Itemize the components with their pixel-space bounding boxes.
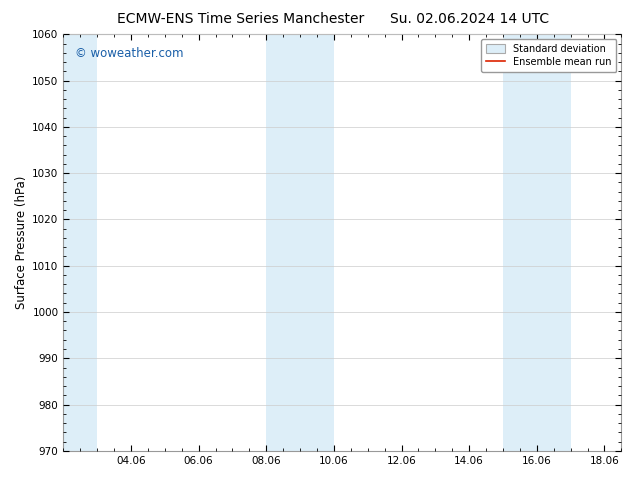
Bar (63, 34, 97, 451)
Bar (266, 34, 334, 451)
Legend: Standard deviation, Ensemble mean run: Standard deviation, Ensemble mean run (481, 39, 616, 72)
Text: © woweather.com: © woweather.com (75, 47, 183, 60)
Bar (503, 34, 571, 451)
Text: Su. 02.06.2024 14 UTC: Su. 02.06.2024 14 UTC (390, 12, 548, 26)
Y-axis label: Surface Pressure (hPa): Surface Pressure (hPa) (15, 176, 28, 309)
Text: ECMW-ENS Time Series Manchester: ECMW-ENS Time Series Manchester (117, 12, 365, 26)
